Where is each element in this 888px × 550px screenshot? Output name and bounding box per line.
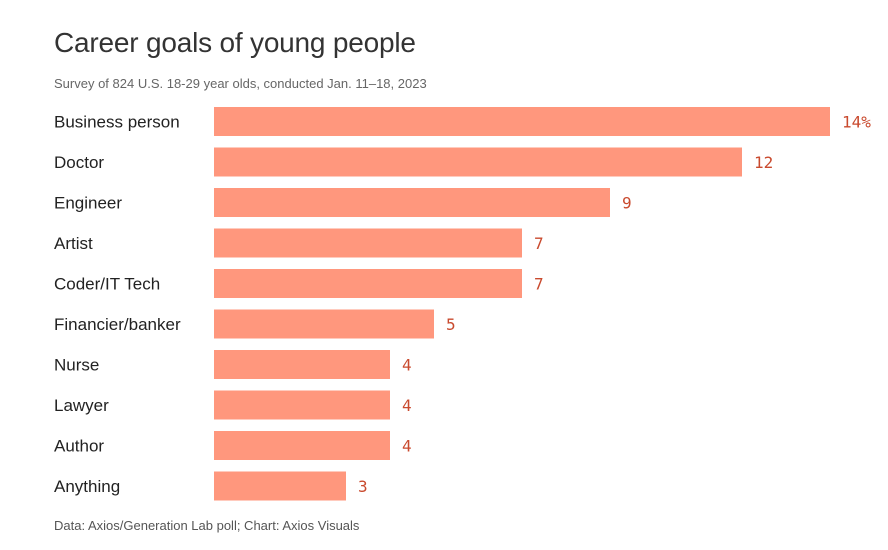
value-label: 7 (534, 234, 544, 253)
category-label: Nurse (54, 356, 99, 375)
category-label: Financier/banker (54, 315, 181, 334)
bar (214, 390, 390, 420)
category-label: Author (54, 437, 104, 456)
value-label: 14% (842, 113, 871, 132)
bar (214, 309, 434, 339)
value-label: 4 (402, 356, 412, 375)
category-label: Coder/IT Tech (54, 275, 160, 294)
bar (214, 188, 610, 217)
chart-subtitle: Survey of 824 U.S. 18-29 year olds, cond… (54, 76, 427, 91)
value-label: 12 (754, 153, 773, 172)
value-label: 5 (446, 315, 456, 334)
category-label: Anything (54, 477, 120, 496)
category-label: Doctor (54, 153, 104, 172)
category-label: Artist (54, 234, 93, 253)
chart-title: Career goals of young people (54, 27, 416, 58)
bar (214, 269, 522, 298)
value-label: 4 (402, 437, 412, 456)
bar (214, 147, 742, 177)
value-label: 7 (534, 275, 544, 294)
category-label: Engineer (54, 194, 122, 213)
category-label: Lawyer (54, 396, 109, 415)
bar (214, 471, 346, 501)
value-label: 9 (622, 194, 632, 213)
bar (214, 350, 390, 379)
chart-source-note: Data: Axios/Generation Lab poll; Chart: … (54, 518, 360, 533)
bar (214, 228, 522, 258)
category-label: Business person (54, 113, 180, 132)
bar (214, 107, 830, 136)
value-label: 4 (402, 396, 412, 415)
bar (214, 431, 390, 460)
value-label: 3 (358, 477, 368, 496)
